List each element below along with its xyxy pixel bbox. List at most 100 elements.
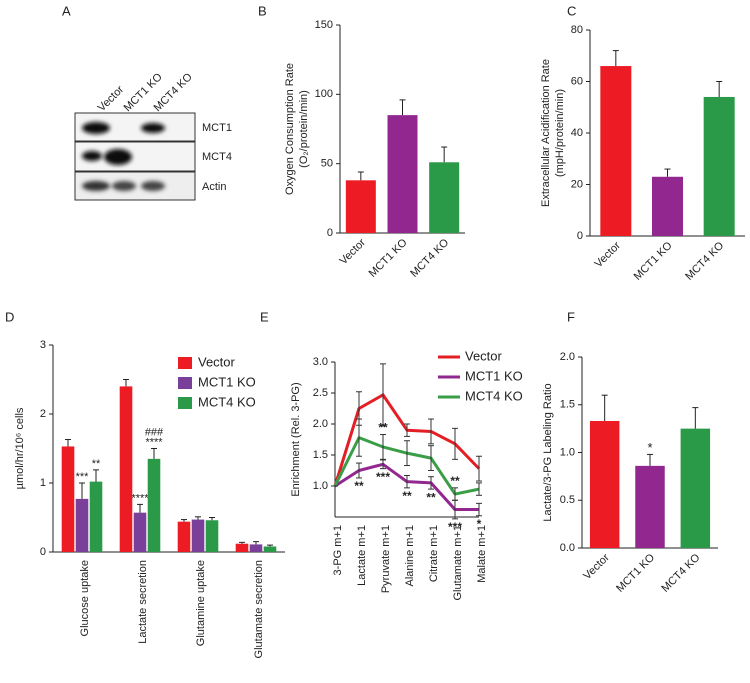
y-tick-label: 2.5 <box>313 387 328 399</box>
lane-label: Vector <box>96 83 127 114</box>
bar <box>235 543 249 552</box>
x-tick-label: Vector <box>581 551 612 582</box>
bar <box>600 66 632 236</box>
legend-label: Vector <box>465 348 503 363</box>
band <box>141 123 165 133</box>
row-label: Actin <box>202 181 226 193</box>
x-tick-label: Lactate secretion <box>137 560 149 644</box>
bar <box>191 519 205 552</box>
bar <box>703 96 735 236</box>
legend-label: Vector <box>198 354 236 369</box>
bar <box>205 520 219 552</box>
y-tick-label: 1.0 <box>560 446 575 458</box>
x-tick-label: Citrate m+1 <box>428 525 440 582</box>
bar <box>680 428 711 548</box>
x-tick-label: MCT4 KO <box>683 239 726 282</box>
legend-label: MCT4 KO <box>198 394 256 409</box>
bar <box>133 512 147 552</box>
y-tick-label: 40 <box>571 127 583 139</box>
panel-letter: C <box>567 3 576 18</box>
bar <box>387 115 418 233</box>
blot-row <box>74 141 196 172</box>
y-axis-label: (O₂/protein/min) <box>298 90 310 168</box>
significance: * <box>647 440 652 455</box>
significance: ** <box>92 458 101 470</box>
x-tick-label: 3-PG m+1 <box>332 525 344 575</box>
legend-swatch <box>178 357 192 369</box>
x-tick-label: MCT4 KO <box>408 236 451 279</box>
x-tick-label: Glutamine uptake <box>195 560 207 646</box>
row-label: MCT4 <box>202 151 232 163</box>
bar <box>429 162 460 233</box>
y-tick-label: 2.0 <box>560 351 575 363</box>
y-tick-label: 0 <box>327 227 333 239</box>
y-tick-label: 80 <box>571 24 583 36</box>
significance: ### <box>145 426 164 438</box>
x-tick-label: Glucose uptake <box>79 560 91 636</box>
x-tick-label: MCT1 KO <box>632 239 675 282</box>
x-tick-label: MCT1 KO <box>367 236 410 279</box>
y-tick-label: 0 <box>577 230 583 242</box>
y-tick-label: 1.0 <box>313 480 328 492</box>
bar <box>147 458 161 552</box>
legend-label: MCT4 KO <box>465 388 523 403</box>
bar <box>263 546 277 552</box>
significance: ** <box>450 474 460 488</box>
x-tick-label: Vector <box>592 239 623 270</box>
panel-letter: F <box>567 309 575 324</box>
band <box>104 149 132 165</box>
significance: ** <box>402 489 412 503</box>
x-tick-label: Lactate m+1 <box>356 525 368 586</box>
panel-letter: E <box>260 309 269 324</box>
bar <box>75 498 89 552</box>
x-tick-label: MCT4 KO <box>659 551 702 594</box>
row-label: MCT1 <box>202 122 232 134</box>
y-axis-label: µmol/hr/10⁶ cells <box>14 407 26 489</box>
x-tick-label: Glutamate secretion <box>253 560 265 658</box>
band <box>82 181 110 191</box>
x-tick-label: Glutamate m+1 <box>452 525 464 601</box>
legend-swatch <box>178 397 192 409</box>
y-tick-label: 0 <box>40 546 46 558</box>
y-axis-label: (mpH/protein/min) <box>554 89 566 177</box>
x-tick-label: MCT1 KO <box>614 551 657 594</box>
bar <box>249 544 263 552</box>
significance: ** <box>354 479 364 493</box>
y-tick-label: 60 <box>571 75 583 87</box>
bar <box>61 446 75 552</box>
panel-letter: B <box>258 3 267 18</box>
y-tick-label: 50 <box>321 158 333 170</box>
y-axis-label: Enrichment (Rel. 3-PG) <box>290 382 302 496</box>
x-tick-label: Pyruvate m+1 <box>380 525 392 593</box>
legend-swatch <box>178 377 192 389</box>
y-axis-label: Lactate/3-PG Labeling Ratio <box>542 383 554 521</box>
band <box>112 181 136 191</box>
bar <box>635 465 665 548</box>
y-tick-label: 3.0 <box>313 356 328 368</box>
bar <box>652 176 683 236</box>
y-tick-label: 1.5 <box>560 399 575 411</box>
bar <box>177 521 191 552</box>
band <box>141 181 165 191</box>
significance: * <box>477 517 482 531</box>
legend-label: MCT1 KO <box>198 374 256 389</box>
y-tick-label: 0.0 <box>560 542 575 554</box>
y-axis-label: Oxygen Consumption Rate <box>284 63 296 195</box>
significance: *** <box>76 471 90 483</box>
y-tick-label: 1.5 <box>313 449 328 461</box>
y-tick-label: 2 <box>40 408 46 420</box>
band <box>82 151 102 161</box>
y-tick-label: 3 <box>40 339 46 351</box>
bar <box>589 420 620 548</box>
significance: **** <box>131 492 149 504</box>
western-blot: A Vector MCT1 KO MCT4 KO MCT1 MCT4 Actin <box>62 3 232 201</box>
y-tick-label: 20 <box>571 178 583 190</box>
panel-letter: D <box>5 309 14 324</box>
band <box>82 122 110 134</box>
y-tick-label: 100 <box>315 88 333 100</box>
significance: *** <box>376 470 390 484</box>
y-axis-label: Extracellular Acidification Rate <box>540 59 552 207</box>
significance: **** <box>145 436 163 448</box>
y-tick-label: 1 <box>40 477 46 489</box>
y-tick-label: 2.0 <box>313 418 328 430</box>
